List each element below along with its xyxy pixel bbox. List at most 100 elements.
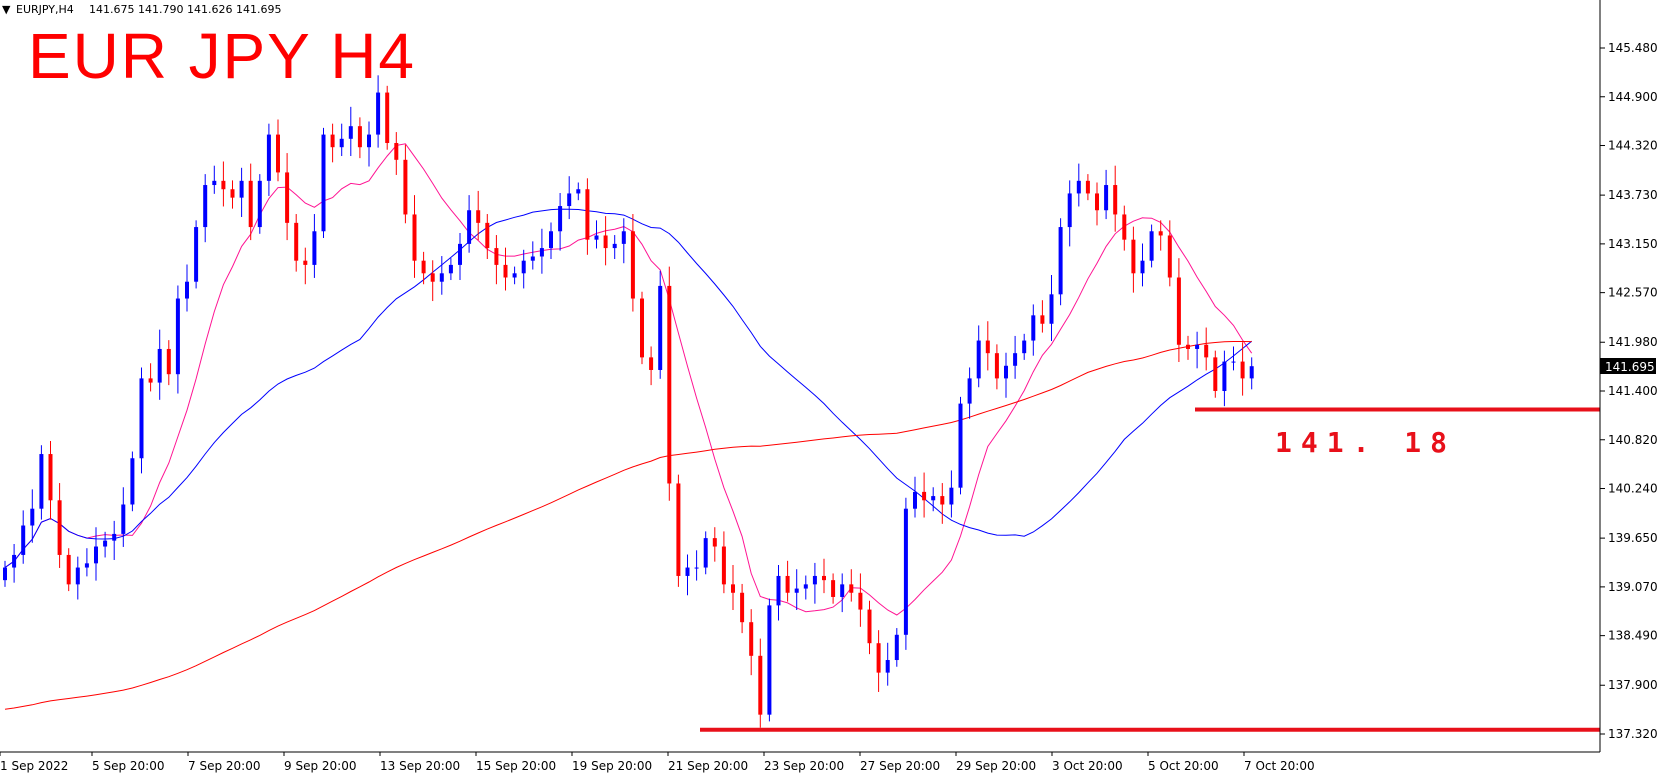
candle-body bbox=[712, 538, 717, 547]
candle-body bbox=[822, 575, 826, 581]
candle-body bbox=[1104, 185, 1109, 211]
y-tick-label: 140.240 bbox=[1608, 482, 1658, 496]
candle-body bbox=[512, 273, 517, 278]
candle-body bbox=[940, 496, 945, 505]
candle-body bbox=[303, 260, 308, 265]
candle-body bbox=[558, 206, 563, 232]
candle-body bbox=[1222, 361, 1227, 391]
x-tick-label: 21 Sep 20:00 bbox=[668, 759, 748, 773]
candle-body bbox=[48, 454, 53, 501]
candle-body bbox=[931, 496, 936, 501]
candle-body bbox=[685, 567, 690, 576]
candle-body bbox=[212, 180, 217, 186]
candle-body bbox=[721, 546, 726, 585]
candle-body bbox=[285, 172, 290, 223]
candle-body bbox=[831, 580, 836, 597]
candle-body bbox=[667, 285, 672, 484]
candle-body bbox=[539, 248, 544, 257]
candle-body bbox=[521, 260, 526, 274]
candle-body bbox=[421, 260, 426, 274]
candle-body bbox=[976, 340, 981, 379]
candle-body bbox=[130, 458, 135, 505]
candle-body bbox=[330, 134, 335, 148]
candle-body bbox=[594, 235, 599, 240]
candle-body bbox=[1040, 315, 1045, 324]
candle-body bbox=[703, 538, 708, 568]
candle-body bbox=[1085, 180, 1090, 194]
x-tick-label: 5 Oct 20:00 bbox=[1148, 759, 1219, 773]
y-tick-label: 143.150 bbox=[1608, 237, 1658, 251]
candle-body bbox=[12, 554, 17, 568]
y-tick-label: 142.570 bbox=[1608, 286, 1658, 300]
candle-body bbox=[1131, 239, 1136, 274]
candle-body bbox=[1204, 344, 1209, 358]
candle-body bbox=[1004, 365, 1008, 379]
candle-body bbox=[894, 634, 899, 661]
candle-body bbox=[30, 508, 35, 526]
x-tick-label: 1 Sep 2022 bbox=[0, 759, 68, 773]
y-tick-label: 139.070 bbox=[1608, 580, 1658, 594]
y-tick-label: 141.400 bbox=[1608, 384, 1658, 398]
candle-body bbox=[294, 222, 299, 261]
candle-body bbox=[1022, 340, 1027, 354]
candle-body bbox=[640, 298, 644, 358]
candle-body bbox=[458, 243, 462, 265]
candle-body bbox=[175, 298, 180, 375]
y-tick-label: 144.320 bbox=[1608, 139, 1658, 153]
x-tick-label: 9 Sep 20:00 bbox=[284, 759, 356, 773]
y-tick-label: 137.320 bbox=[1608, 727, 1658, 741]
candle-body bbox=[1122, 214, 1127, 240]
candle-body bbox=[903, 508, 908, 635]
candle-body bbox=[394, 142, 399, 160]
candle-body bbox=[1076, 180, 1081, 194]
candle-body bbox=[1195, 344, 1200, 349]
candle-body bbox=[203, 185, 208, 228]
ma-slow-line bbox=[4, 341, 1252, 710]
candle-body bbox=[949, 487, 954, 505]
candle-body bbox=[348, 126, 353, 139]
candle-body bbox=[403, 159, 408, 215]
triangle-down-icon[interactable]: ▼ bbox=[2, 3, 11, 16]
candle-body bbox=[3, 567, 7, 581]
candle-body bbox=[39, 454, 44, 509]
candle-body bbox=[75, 567, 80, 585]
candle-body bbox=[57, 500, 62, 555]
candle-body bbox=[121, 504, 126, 534]
candle-body bbox=[731, 584, 735, 593]
candle-body bbox=[339, 138, 344, 148]
candle-body bbox=[621, 231, 626, 244]
candle-body bbox=[503, 264, 508, 278]
candle-body bbox=[967, 378, 972, 404]
candle-body bbox=[1213, 357, 1218, 391]
candle-body bbox=[585, 189, 590, 240]
candle-body bbox=[794, 588, 799, 593]
candle-body bbox=[266, 134, 271, 181]
candle-body bbox=[1249, 366, 1254, 379]
candles bbox=[3, 75, 1254, 728]
candle-body bbox=[1049, 294, 1054, 324]
candle-body bbox=[776, 575, 781, 606]
candle-body bbox=[448, 264, 453, 274]
candle-body bbox=[1176, 277, 1181, 345]
y-tick-label: 140.820 bbox=[1608, 433, 1658, 447]
x-tick-label: 27 Sep 20:00 bbox=[860, 759, 940, 773]
candle-body bbox=[767, 605, 772, 715]
candle-body bbox=[612, 243, 617, 249]
candle-body bbox=[549, 231, 553, 249]
candle-body bbox=[885, 660, 890, 673]
candle-body bbox=[439, 273, 444, 282]
candle-body bbox=[185, 281, 189, 299]
candle-body bbox=[1031, 315, 1036, 341]
ma-fast-line bbox=[4, 143, 1253, 616]
candle-body bbox=[676, 483, 681, 576]
candle-body bbox=[1113, 185, 1118, 215]
candle-body bbox=[694, 567, 699, 569]
candle-body bbox=[1067, 193, 1072, 228]
x-tick-label: 19 Sep 20:00 bbox=[572, 759, 652, 773]
candle-body bbox=[494, 248, 499, 265]
candle-body bbox=[84, 563, 89, 568]
candle-body bbox=[567, 193, 572, 207]
y-tick-label: 138.490 bbox=[1608, 629, 1658, 643]
y-tick-label: 137.900 bbox=[1608, 678, 1658, 692]
